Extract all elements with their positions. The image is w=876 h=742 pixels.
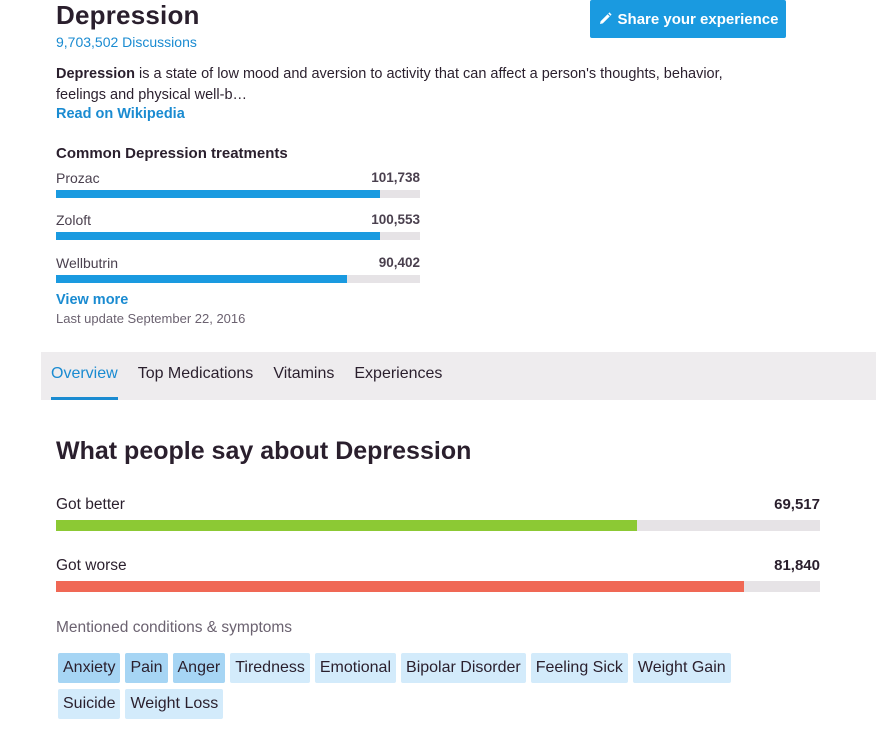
treatment-item[interactable]: Wellbutrin 90,402 (56, 255, 420, 283)
treatment-name: Zoloft (56, 212, 92, 228)
outcome-label: Got better (56, 496, 125, 513)
outcome-count: 81,840 (774, 557, 820, 574)
treatment-bar-fill (56, 190, 380, 198)
treatment-bar-fill (56, 275, 348, 283)
share-experience-button[interactable]: Share your experience (590, 0, 786, 38)
outcome-got-better[interactable]: Got better 69,517 (56, 496, 820, 531)
treatment-item[interactable]: Prozac 101,738 (56, 170, 420, 198)
symptom-tag[interactable]: Bipolar Disorder (401, 653, 526, 683)
symptom-tags: Anxiety Pain Anger Tiredness Emotional Bipola… (58, 653, 778, 719)
tab-vitamins[interactable]: Vitamins (273, 365, 335, 382)
outcome-bar-fill (56, 520, 637, 531)
discussions-count[interactable]: 9,703,502 Discussions (56, 34, 197, 50)
treatment-count: 100,553 (371, 212, 420, 227)
symptom-tag[interactable]: Emotional (314, 653, 397, 683)
outcome-got-worse[interactable]: Got worse 81,840 (56, 557, 820, 592)
treatment-count: 90,402 (378, 255, 420, 270)
outcome-bar (56, 581, 820, 592)
pencil-icon (599, 12, 612, 24)
tab-bar: Overview Top Medications Vitamins Experi… (41, 352, 876, 400)
symptom-tag[interactable]: Anxiety (58, 653, 121, 683)
symptom-tag[interactable]: Pain (125, 653, 168, 683)
read-on-wikipedia-link[interactable]: Read on Wikipedia (56, 106, 185, 122)
tab-experiences[interactable]: Experiences (354, 365, 443, 382)
treatment-bar (56, 275, 420, 283)
description: Depression is a state of low mood and av… (56, 64, 756, 106)
symptom-tag[interactable]: Tiredness (230, 653, 310, 683)
mentioned-title: Mentioned conditions & symptoms (56, 619, 293, 636)
outcome-label: Got worse (56, 557, 127, 574)
description-text: is a state of low mood and aversion to a… (56, 66, 723, 103)
symptom-tag[interactable]: Weight Gain (632, 653, 731, 683)
treatment-bar (56, 190, 420, 198)
symptom-tag[interactable]: Anger (172, 653, 226, 683)
treatment-count: 101,738 (371, 170, 420, 185)
outcome-bar (56, 520, 820, 531)
treatment-bar (56, 232, 420, 240)
page-title: Depression (56, 0, 200, 30)
symptom-tag[interactable]: Feeling Sick (530, 653, 628, 683)
symptom-tag[interactable]: Weight Loss (125, 689, 224, 719)
treatments-title: Common Depression treatments (56, 145, 288, 162)
tab-overview[interactable]: Overview (51, 352, 118, 400)
outcome-count: 69,517 (774, 496, 820, 513)
treatment-name: Wellbutrin (56, 255, 118, 271)
treatment-name: Prozac (56, 170, 100, 186)
tab-top-medications[interactable]: Top Medications (137, 365, 254, 382)
outcomes-title: What people say about Depression (56, 437, 472, 465)
view-more-link[interactable]: View more (56, 292, 129, 308)
treatment-bar-fill (56, 232, 380, 240)
description-term: Depression (56, 66, 135, 82)
symptom-tag[interactable]: Suicide (58, 689, 121, 719)
treatment-item[interactable]: Zoloft 100,553 (56, 212, 420, 240)
last-update: Last update September 22, 2016 (56, 311, 246, 326)
share-button-label: Share your experience (617, 10, 779, 28)
outcome-bar-fill (56, 581, 744, 592)
